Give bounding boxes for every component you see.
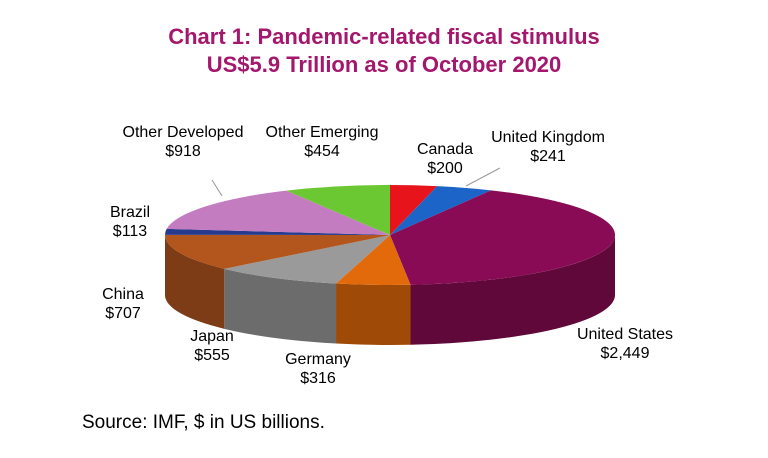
leader-line [465,167,501,187]
slice-label: Other Emerging $454 [257,123,387,161]
category-label: Japan [190,328,234,345]
value-label: $241 [530,148,566,165]
value-label: $918 [165,143,201,160]
category-label: Brazil [109,204,150,221]
slice-label: United Kingdom $241 [483,128,613,166]
value-label: $316 [300,370,336,387]
leader-line [211,179,223,197]
slice-side [224,268,337,344]
value-label: $2,449 [600,345,650,362]
slice [336,235,411,285]
slice-label: Germany $316 [253,350,383,388]
category-label: United States [576,326,674,343]
slice-label: Other Developed $918 [118,123,248,161]
value-label: $454 [304,143,340,160]
category-label: Germany [285,351,351,368]
slice-side [165,235,225,329]
slice [224,235,390,284]
pie-tops [165,184,615,285]
value-label: $707 [105,305,141,322]
slice-label: Canada $200 [380,140,510,178]
slice [390,186,491,235]
pie-sides [165,235,615,345]
slice-label: China $707 [58,285,188,323]
slice [390,185,438,235]
slice-side [410,235,615,345]
category-label: United Kingdom [491,129,605,146]
slice-label: Brazil $113 [65,203,195,241]
chart-title: Chart 1: Pandemic-related fiscal stimulu… [168,24,600,49]
category-label: Canada [416,141,474,158]
slice [286,184,390,235]
category-label: Other Developed [122,124,244,141]
slice [390,190,615,285]
value-label: $555 [194,347,230,364]
slice [165,234,390,269]
slice-label: Japan $555 [147,327,277,365]
slice [165,228,390,235]
source-note: Source: IMF, $ in US billions. [82,412,325,433]
slice [166,190,390,235]
value-label: $200 [427,160,463,177]
chart-subtitle: US$5.9 Trillion as of October 2020 [206,52,562,77]
slice-label: United States $2,449 [560,325,690,363]
value-label: $113 [112,223,148,240]
category-label: China [102,286,144,303]
category-label: Other Emerging [265,124,379,141]
slice-side [336,283,411,345]
